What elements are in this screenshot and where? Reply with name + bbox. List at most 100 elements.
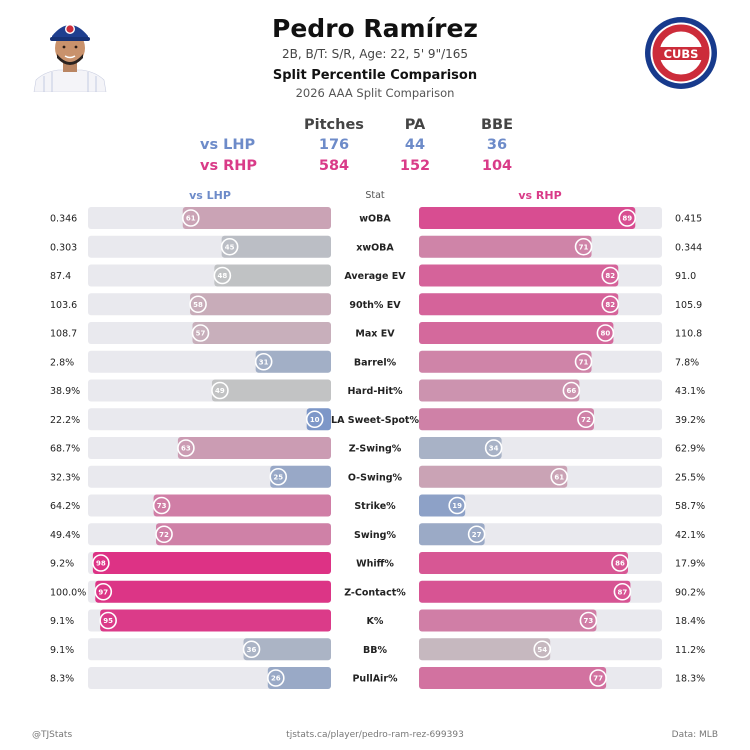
rhp-bar (419, 523, 485, 546)
rhp-stat-value: 58.7% (675, 501, 705, 512)
lhp-bar (153, 494, 331, 517)
lhp-percentile-label: 58 (193, 301, 203, 309)
lhp-stat-value: 9.1% (50, 616, 74, 627)
lhp-stat-value: 32.3% (50, 472, 80, 483)
lhp-percentile-badge (267, 669, 285, 687)
lhp-stat-value: 87.4 (50, 271, 71, 282)
rhp-percentile-label: 80 (601, 330, 611, 338)
rhp-bar (419, 235, 592, 258)
footer-url: tjstats.ca/player/pedro-ram-rez-699393 (286, 730, 464, 740)
rhp-percentile-badge (589, 669, 607, 687)
lhp-stat-value: 68.7% (50, 444, 80, 455)
rhp-percentile-label: 27 (472, 531, 482, 539)
lhp-stat-value: 0.303 (50, 242, 77, 253)
lhp-percentile-label: 45 (225, 243, 235, 251)
rhp-bar (419, 207, 636, 229)
rhp-stat-value: 42.1% (675, 530, 705, 541)
column-header-rhp: vs RHP (518, 189, 562, 202)
rhp-percentile-badge (484, 439, 503, 457)
lhp-bar (192, 322, 331, 344)
rhp-percentile-label: 82 (605, 301, 615, 309)
lhp-stat-value: 49.4% (50, 530, 80, 541)
rhp-percentile-label: 19 (452, 502, 462, 510)
lhp-stat-value: 100.0% (50, 587, 86, 598)
rhp-stat-value: 25.5% (675, 472, 705, 483)
rhp-stat-value: 91.0 (675, 271, 696, 282)
rhp-percentile-badge (533, 640, 552, 659)
lhp-percentile-badge (177, 439, 195, 457)
rhp-percentile-badge (618, 209, 637, 227)
rhp-bar (419, 552, 628, 574)
lhp-percentile-badge (211, 381, 229, 400)
rhp-percentile-label: 71 (579, 358, 589, 366)
lhp-stat-value: 9.2% (50, 559, 74, 570)
lhp-percentile-label: 48 (217, 272, 227, 280)
rhp-track (419, 494, 662, 517)
lhp-percentile-label: 61 (186, 215, 196, 223)
rhp-percentile-badge (611, 554, 629, 572)
player-bio: 2B, B/T: S/R, Age: 22, 5' 9"/165 (281, 47, 469, 61)
rhp-percentile-label: 73 (584, 617, 594, 625)
summary-header-bbe: BBE (480, 117, 513, 133)
rhp-percentile-label: 61 (554, 473, 564, 481)
rhp-stat-value: 18.4% (675, 616, 705, 627)
summary-row-rhp-label: vs RHP (200, 158, 258, 174)
lhp-stat-value: 64.2% (50, 501, 80, 512)
lhp-percentile-badge (94, 582, 113, 601)
lhp-percentile-badge (181, 209, 200, 227)
lhp-percentile-badge (254, 352, 273, 371)
rhp-stat-value: 0.415 (675, 214, 702, 225)
rhp-percentile-label: 66 (567, 387, 577, 395)
stat-label: Hard-Hit% (347, 386, 403, 397)
lhp-stat-value: 9.1% (50, 645, 74, 656)
lhp-percentile-label: 73 (157, 502, 167, 510)
lhp-percentile-label: 10 (310, 416, 320, 424)
rhp-bar (419, 350, 592, 373)
stat-label: Barrel% (354, 357, 397, 368)
lhp-bar (255, 350, 331, 373)
lhp-bar (182, 207, 331, 229)
rhp-percentile-label: 77 (593, 675, 603, 683)
footer-source: Data: MLB (671, 730, 718, 740)
stat-label: 90th% EV (349, 300, 401, 311)
summary-rhp-pa: 152 (399, 158, 431, 174)
rhp-stat-value: 0.344 (675, 242, 702, 253)
rhp-percentile-label: 82 (605, 272, 615, 280)
rhp-bar (419, 638, 551, 661)
rhp-stat-value: 62.9% (675, 444, 705, 455)
rhp-percentile-label: 72 (581, 416, 591, 424)
rhp-percentile-label: 54 (537, 646, 547, 654)
rhp-percentile-badge (574, 237, 593, 256)
stat-label: Z-Contact% (344, 587, 406, 598)
summary-header-pitches: Pitches (304, 117, 364, 133)
rhp-stat-value: 7.8% (675, 357, 699, 368)
player-headshot (30, 10, 110, 92)
stat-label: wOBA (359, 214, 391, 225)
lhp-bar (190, 293, 331, 316)
lhp-bar (177, 437, 331, 459)
rhp-stat-value: 11.2% (675, 645, 705, 656)
lhp-track (88, 408, 331, 431)
rhp-percentile-badge (601, 295, 620, 314)
rhp-bar (419, 667, 607, 689)
column-header-stat: Stat (365, 190, 385, 201)
summary-rhp-pitches: 584 (318, 158, 350, 174)
summary-lhp-bbe: 36 (486, 137, 508, 153)
lhp-stat-value: 38.9% (50, 386, 80, 397)
lhp-percentile-badge (152, 496, 171, 515)
rhp-stat-value: 43.1% (675, 386, 705, 397)
stat-label: BB% (363, 645, 387, 656)
summary-rhp-bbe: 104 (481, 158, 513, 174)
lhp-stat-value: 0.346 (50, 214, 77, 225)
rhp-stat-value: 18.3% (675, 674, 705, 685)
rhp-percentile-label: 86 (615, 560, 625, 568)
summary-header-pa: PA (404, 117, 426, 133)
rhp-bar (419, 580, 631, 603)
rhp-percentile-badge (596, 324, 615, 342)
stat-label: Swing% (354, 530, 396, 541)
lhp-stat-value: 8.3% (50, 674, 74, 685)
lhp-bar (243, 638, 331, 661)
lhp-stat-value: 2.8% (50, 357, 74, 368)
rhp-percentile-label: 34 (489, 445, 499, 453)
lhp-bar (156, 523, 331, 546)
